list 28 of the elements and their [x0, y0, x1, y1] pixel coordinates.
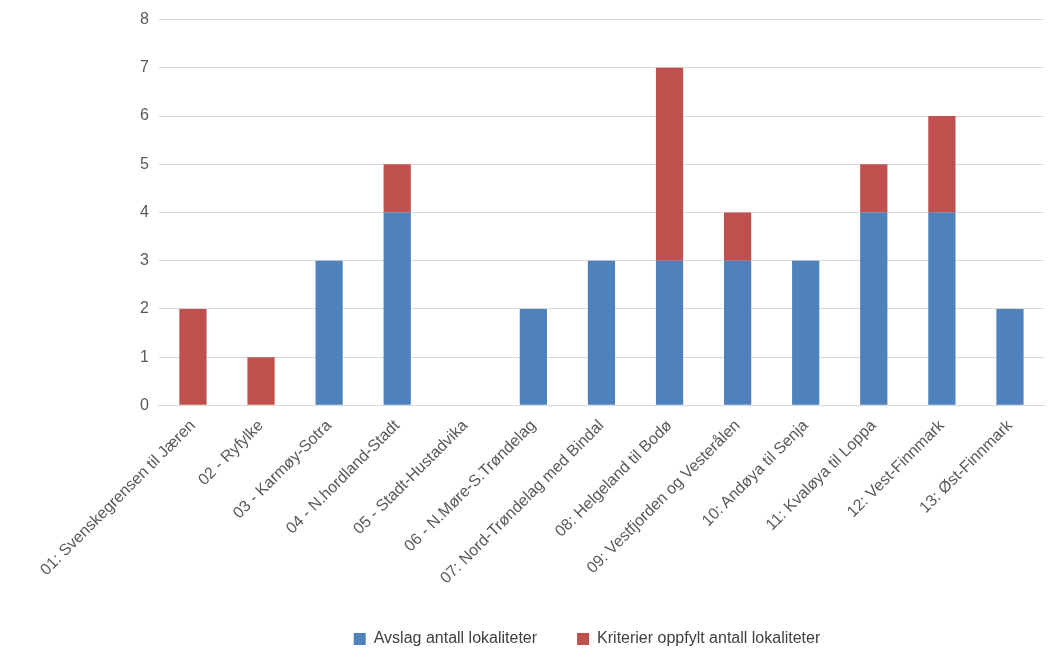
bar [519, 308, 547, 405]
y-tick-label: 7 [139, 58, 149, 76]
bar [724, 260, 752, 405]
y-tick-label: 6 [139, 106, 149, 124]
y-tick-label: 3 [139, 251, 149, 269]
y-tick-label: 8 [139, 10, 149, 28]
bar [587, 260, 616, 405]
y-tick-label: 0 [139, 395, 149, 413]
y-tick-label: 4 [139, 202, 149, 220]
legend-label: Kriterier oppfylt antall lokaliteter [597, 629, 821, 647]
bar [928, 116, 956, 213]
bar [860, 212, 888, 405]
bar [655, 260, 684, 405]
bar [247, 357, 275, 405]
bar [996, 308, 1024, 405]
bar [724, 212, 752, 261]
y-tick-label: 2 [139, 299, 149, 317]
bar [383, 212, 411, 405]
bar [792, 260, 820, 405]
bar [655, 67, 684, 261]
bar [315, 260, 343, 405]
bar [383, 164, 411, 213]
y-tick-label: 1 [139, 347, 149, 365]
legend-label: Avslag antall lokaliteter [373, 629, 538, 647]
y-tick-label: 5 [139, 154, 149, 172]
bar [928, 212, 956, 405]
bar [860, 164, 888, 213]
bar [179, 308, 207, 405]
